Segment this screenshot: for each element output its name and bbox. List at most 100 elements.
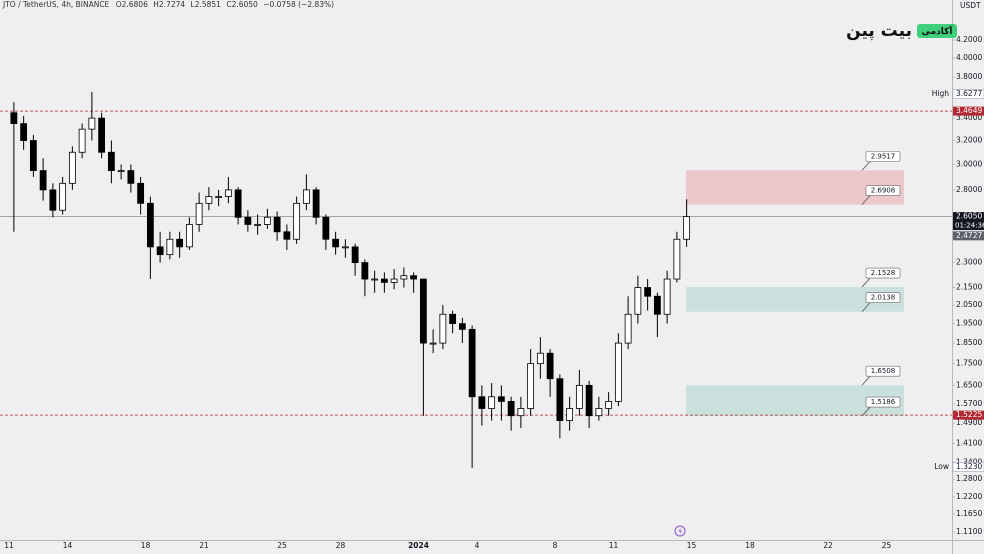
x-tick-label: 4 [475, 541, 480, 550]
candle-body [59, 182, 67, 211]
y-tick-label: 2.1500 [956, 283, 982, 292]
candle-body [644, 287, 652, 297]
y-tick-label: 1.7500 [956, 359, 982, 368]
symbol: JTO / TetherUS, 4h, BINANCE [2, 0, 110, 9]
price-tag [953, 410, 984, 420]
candle-body [361, 262, 369, 280]
candle-body [400, 275, 408, 280]
candle-body [556, 378, 564, 422]
candle-body [468, 328, 476, 398]
callout-box [865, 292, 901, 304]
price-tag-label: 2.6050 [956, 212, 982, 221]
candle-body [449, 313, 457, 325]
candle-body [273, 216, 281, 233]
callout-pointer [861, 406, 871, 417]
candle-body [322, 216, 330, 240]
candle-body [546, 352, 554, 380]
x-tick-label: 11 [4, 541, 14, 550]
candle-body [10, 112, 18, 124]
candle-body [439, 313, 447, 344]
candle-body [497, 396, 505, 402]
candle-body [205, 196, 213, 204]
price-tag-label: 3.4649 [956, 106, 982, 115]
callout-label: 2.0138 [871, 294, 896, 302]
candle-body [166, 238, 174, 256]
x-tick-label: 28 [336, 541, 346, 550]
candle-body [605, 401, 613, 409]
y-tick-label: 1.4100 [956, 438, 982, 447]
y-tick-label: 1.2200 [956, 492, 982, 501]
candle-body [156, 246, 164, 256]
legend: JTO / TetherUS, 4h, BINANCE O2.6806 H2.7… [2, 0, 334, 9]
price-tag-label: 3.6277 [956, 89, 982, 98]
watermark: بیت پین [846, 21, 912, 41]
candle-body [527, 363, 535, 409]
candle-body [195, 202, 203, 225]
callout-pointer [861, 195, 871, 205]
candle-body [624, 313, 632, 344]
x-tick-label: 11 [609, 541, 619, 550]
callout-pointer [861, 375, 871, 386]
badge-bg [917, 24, 957, 38]
candle-body [263, 216, 271, 225]
candle-body [176, 238, 184, 248]
callout-box [865, 365, 901, 377]
x-tick-label: 8 [553, 541, 558, 550]
y-tick-label: 1.9500 [956, 319, 982, 328]
candle-body [215, 196, 223, 198]
y-tick-label: 2.3000 [956, 258, 982, 267]
candle-body [507, 401, 515, 417]
y-tick-label: 2.8000 [956, 185, 982, 194]
price-tag-title: High [932, 89, 949, 98]
candle-body [68, 151, 76, 184]
candle-body [683, 216, 691, 240]
y-tick-label: 2.0500 [956, 300, 982, 309]
lightning-icon [674, 525, 686, 537]
badge: آکادمی [922, 25, 954, 37]
candle-body [517, 408, 525, 417]
price-tag-label: 1.5225 [956, 410, 982, 419]
callout-box [865, 396, 901, 408]
candle-body [20, 123, 28, 141]
price-lines [0, 110, 952, 416]
candle-body [536, 352, 544, 365]
candle-body [673, 238, 681, 280]
candle-body [127, 170, 135, 184]
candle-body [224, 189, 232, 197]
candle-body [663, 278, 671, 315]
callout-label: 2.9517 [871, 152, 896, 160]
candle-body [595, 408, 603, 417]
x-tick-label: 14 [63, 541, 73, 550]
y-tick-label: 3.2000 [956, 136, 982, 145]
candle-body [575, 384, 583, 409]
price-tag-label: 1.3230 [956, 462, 982, 471]
candle-body [146, 202, 154, 248]
callout-label: 2.6908 [871, 187, 896, 195]
callout-pointer [861, 161, 871, 171]
candle-body [419, 278, 427, 344]
y-tick-label: 3.0000 [956, 159, 982, 168]
price-tag [953, 212, 984, 231]
candle-body [293, 202, 301, 240]
x-tick-label: 18 [745, 541, 755, 550]
zones: 2.9517 2.6908 2.1528 2.0138 1.6508 1.5186 [686, 151, 904, 417]
x-tick-label: 18 [141, 541, 151, 550]
currency: USDT [960, 1, 981, 10]
candle-body [458, 323, 466, 330]
candle-body [244, 216, 252, 225]
y-tick-label: 4.0000 [956, 53, 982, 62]
callout-pointer [861, 277, 871, 288]
callout-label: 1.6508 [871, 367, 896, 375]
candle-body [614, 342, 622, 402]
y-tick-label: 3.8000 [956, 72, 982, 81]
callout-box [865, 267, 901, 279]
candle-body [341, 246, 349, 249]
axes: 4.2000 4.0000 3.8000 3.4000 3.2000 3.0000 2.80… [4, 35, 984, 550]
candle-body [332, 238, 340, 248]
y-tick-label: 1.1650 [956, 509, 982, 518]
y-tick-label: 3.4000 [956, 113, 982, 122]
price-tag-title: Low [934, 462, 949, 471]
